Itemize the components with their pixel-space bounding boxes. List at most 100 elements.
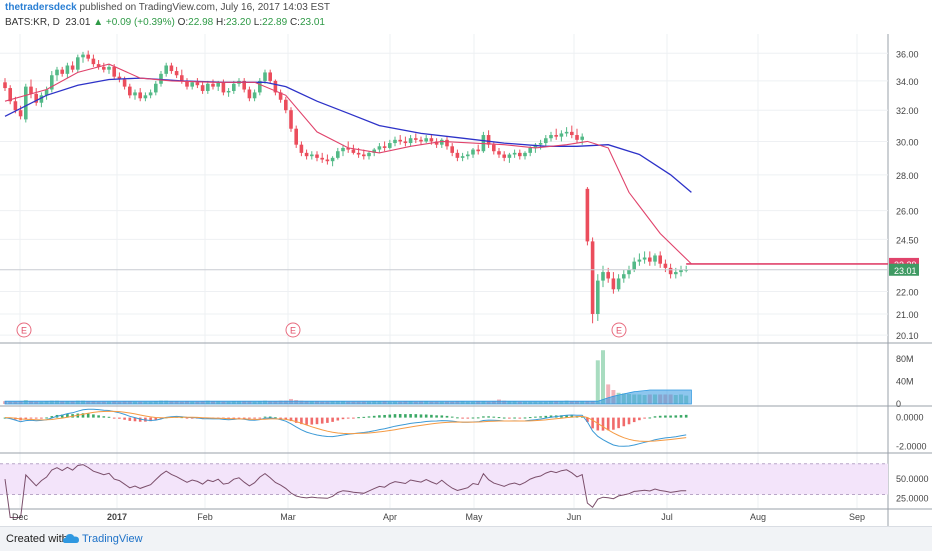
price-tick-label: 21.00 bbox=[896, 310, 919, 320]
macd-histogram-bar bbox=[274, 417, 277, 419]
candle-body bbox=[403, 141, 408, 144]
macd-histogram-bar bbox=[534, 416, 537, 418]
macd-histogram-bar bbox=[414, 414, 418, 418]
x-tick-label: Jun bbox=[567, 512, 582, 522]
macd-histogram-bar bbox=[492, 416, 496, 418]
macd-histogram-bar bbox=[482, 416, 485, 418]
candle-body bbox=[679, 269, 683, 273]
candle-body bbox=[258, 80, 262, 93]
x-tick-label: Apr bbox=[383, 512, 397, 522]
macd-histogram-bar bbox=[549, 415, 553, 418]
macd-histogram-bar bbox=[24, 417, 28, 419]
macd-histogram-bar bbox=[253, 417, 256, 419]
tradingview-brand-link[interactable]: TradingView bbox=[82, 533, 143, 545]
macd-histogram-bar bbox=[471, 417, 475, 419]
candle-body bbox=[252, 92, 257, 99]
macd-histogram-bar bbox=[154, 417, 158, 421]
candle-body bbox=[637, 259, 642, 262]
candle-body bbox=[653, 255, 657, 262]
macd-histogram-bar bbox=[268, 416, 272, 418]
candle-body bbox=[133, 92, 137, 96]
price-tick-label: 32.00 bbox=[896, 106, 919, 116]
candle-body bbox=[434, 141, 439, 145]
candle-body bbox=[273, 80, 278, 93]
macd-histogram-bar bbox=[284, 417, 288, 420]
macd-histogram-bar bbox=[66, 414, 69, 418]
price-tick-label: 30.00 bbox=[896, 137, 919, 147]
candle-body bbox=[674, 272, 678, 275]
candle-body bbox=[601, 272, 605, 281]
rsi-line bbox=[4, 464, 687, 518]
close-label: C: bbox=[289, 17, 300, 28]
candle-body bbox=[247, 89, 252, 99]
macd-histogram-bar bbox=[508, 417, 511, 419]
macd-histogram-bar bbox=[502, 417, 506, 419]
x-tick-label: Mar bbox=[280, 512, 296, 522]
macd-histogram-bar bbox=[289, 417, 293, 422]
macd-histogram-bar bbox=[133, 417, 137, 422]
macd-histogram-bar bbox=[258, 417, 262, 419]
candle-body bbox=[445, 139, 449, 147]
candle-body bbox=[658, 255, 662, 264]
macd-histogram-bar bbox=[362, 416, 366, 418]
macd-histogram-bar bbox=[128, 417, 132, 421]
macd-histogram-bar bbox=[388, 414, 392, 418]
footer-bar: Created with TradingView bbox=[0, 526, 932, 551]
candle-body bbox=[211, 83, 215, 87]
candle-body bbox=[268, 72, 272, 81]
candle-body bbox=[18, 110, 23, 117]
candle-body bbox=[668, 267, 673, 275]
candle-body bbox=[575, 135, 579, 140]
candle-body bbox=[336, 151, 340, 158]
candle-body bbox=[91, 58, 96, 65]
candle-body bbox=[580, 136, 584, 140]
macd-histogram-bar bbox=[424, 414, 428, 418]
price-tick-label: 28.00 bbox=[896, 171, 919, 181]
macd-histogram-bar bbox=[383, 414, 386, 418]
earnings-marker-icon bbox=[16, 322, 32, 338]
candle-body bbox=[159, 73, 163, 84]
candle-body bbox=[148, 92, 153, 96]
x-tick-label: Sep bbox=[849, 512, 865, 522]
tradingview-logo-icon[interactable] bbox=[62, 532, 80, 551]
chart-canvas[interactable]: 36.00 34.00 32.00 30.00 28.00 26.00 24.50 22.00… bbox=[0, 0, 932, 526]
candle-body bbox=[315, 154, 319, 158]
candle-body bbox=[299, 144, 304, 153]
author-link[interactable]: thetradersdeck bbox=[5, 2, 77, 13]
pane-bg-1 bbox=[0, 344, 888, 405]
publish-header: thetradersdeck published on TradingView.… bbox=[5, 2, 330, 13]
candle-body bbox=[278, 92, 283, 100]
candle-body bbox=[429, 138, 434, 142]
candle-body bbox=[590, 241, 595, 314]
candle-body bbox=[320, 157, 324, 160]
earnings-marker-label: E bbox=[21, 326, 27, 336]
price-tick-label: 26.00 bbox=[896, 207, 919, 217]
macd-histogram-bar bbox=[227, 417, 230, 419]
macd-histogram-bar bbox=[320, 417, 324, 424]
candle-body bbox=[398, 139, 402, 142]
candle-body bbox=[616, 278, 621, 290]
price-tick-label: 36.00 bbox=[896, 49, 919, 59]
rsi-tick-label: 50.0000 bbox=[896, 474, 929, 484]
candle-body bbox=[486, 135, 491, 145]
macd-histogram-bar bbox=[102, 416, 106, 418]
macd-histogram-bar bbox=[248, 417, 251, 419]
macd-histogram-bar bbox=[627, 417, 631, 425]
high-label: H: bbox=[215, 17, 226, 28]
candle-body bbox=[476, 149, 480, 152]
macd-histogram-bar bbox=[638, 417, 641, 421]
macd-histogram-bar bbox=[586, 417, 589, 422]
candle-body bbox=[81, 54, 85, 58]
macd-histogram-bar bbox=[643, 417, 646, 419]
candle-body bbox=[382, 146, 387, 148]
candle-body bbox=[232, 83, 236, 91]
candle-body bbox=[107, 66, 111, 70]
open-label: O: bbox=[177, 17, 189, 28]
candle-body bbox=[325, 159, 330, 162]
candle-body bbox=[419, 139, 423, 142]
volume-tick-label: 40M bbox=[896, 377, 914, 387]
candle-body bbox=[523, 152, 527, 157]
candle-body bbox=[96, 64, 101, 67]
candle-body bbox=[414, 138, 418, 140]
macd-histogram-bar bbox=[34, 417, 38, 419]
